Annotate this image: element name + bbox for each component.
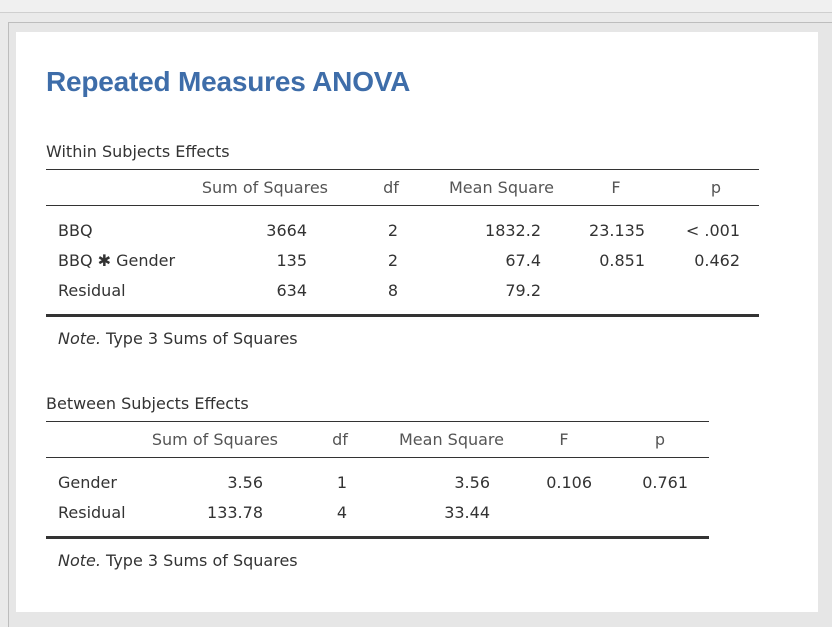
row-p: 0.761 [642, 473, 688, 492]
row-df: 8 [387, 281, 399, 300]
within-header-ms: Mean Square [448, 178, 554, 197]
between-header-p: p [654, 430, 666, 449]
row-ms: 3.56 [454, 473, 490, 492]
row-ms: 1832.2 [485, 221, 541, 240]
between-header-ss: Sum of Squares [151, 430, 278, 449]
row-p: < .001 [685, 221, 740, 240]
within-header-ss: Sum of Squares [201, 178, 328, 197]
within-section-title: Within Subjects Effects [46, 142, 230, 161]
within-top-rule [46, 169, 759, 170]
within-header-f: F [611, 178, 621, 197]
note-text: Type 3 Sums of Squares [100, 551, 298, 570]
within-header-rule [46, 205, 759, 206]
between-top-rule [46, 421, 709, 422]
between-section-title: Between Subjects Effects [46, 394, 249, 413]
row-ms: 79.2 [505, 281, 541, 300]
between-header-df: df [332, 430, 348, 449]
row-label: Gender [58, 473, 117, 492]
row-ss: 3.56 [227, 473, 263, 492]
row-p: 0.462 [694, 251, 740, 270]
within-note: Note. Type 3 Sums of Squares [58, 329, 298, 348]
between-header-ms: Mean Square [398, 430, 504, 449]
note-label: Note. [58, 329, 101, 348]
row-df: 1 [336, 473, 348, 492]
row-label: BBQ ✱ Gender [58, 251, 176, 270]
row-f: 23.135 [589, 221, 645, 240]
between-note: Note. Type 3 Sums of Squares [58, 551, 298, 570]
between-bottom-rule [46, 536, 709, 539]
row-label: BBQ [58, 221, 93, 240]
row-df: 2 [387, 221, 399, 240]
between-header-f: F [559, 430, 569, 449]
note-text: Type 3 Sums of Squares [100, 329, 298, 348]
row-ms: 67.4 [505, 251, 541, 270]
results-panel: Repeated Measures ANOVA Within Subjects … [16, 32, 818, 612]
row-label: Residual [58, 503, 126, 522]
row-ss: 133.78 [207, 503, 263, 522]
note-label: Note. [58, 551, 101, 570]
within-bottom-rule [46, 314, 759, 317]
row-f: 0.106 [546, 473, 592, 492]
analysis-title: Repeated Measures ANOVA [46, 66, 411, 97]
row-ss: 135 [276, 251, 307, 270]
within-header-p: p [710, 178, 722, 197]
top-bar [0, 0, 832, 13]
row-df: 2 [387, 251, 399, 270]
row-ss: 3664 [266, 221, 307, 240]
within-header-df: df [383, 178, 399, 197]
row-ss: 634 [276, 281, 307, 300]
between-header-rule [46, 457, 709, 458]
row-df: 4 [336, 503, 348, 522]
row-ms: 33.44 [444, 503, 490, 522]
row-label: Residual [58, 281, 126, 300]
row-f: 0.851 [599, 251, 645, 270]
